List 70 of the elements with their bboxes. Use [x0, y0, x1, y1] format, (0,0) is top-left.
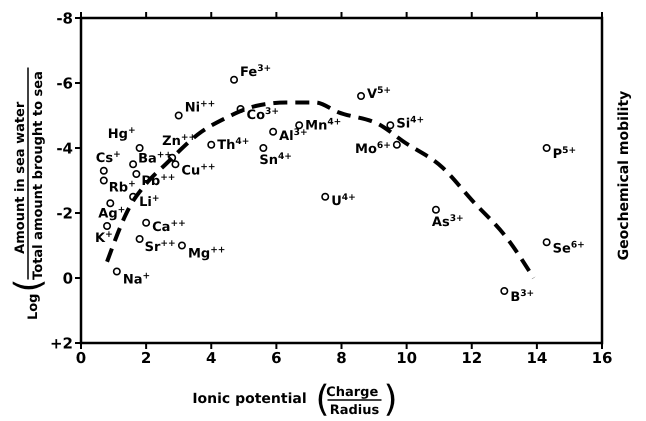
- y-tick-label: 0: [62, 269, 73, 288]
- data-label: As$^{3+}$: [432, 214, 464, 230]
- data-label: Th$^{4+}$: [217, 136, 250, 153]
- data-label: Sn$^{4+}$: [259, 152, 292, 168]
- data-label: U$^{4+}$: [331, 192, 356, 209]
- data-label: Mg$^{++}$: [188, 246, 226, 262]
- y-tick-label: -4: [56, 139, 73, 158]
- point: [542, 238, 551, 246]
- x-tick-label: 14: [526, 349, 548, 367]
- point: [129, 160, 138, 168]
- data-label: Mo$^{6+}$: [355, 140, 391, 157]
- data-label: K$^{+}$: [95, 230, 113, 246]
- data-label: Li$^{+}$: [139, 194, 160, 210]
- x-tick-label: 4: [206, 349, 216, 367]
- point: [321, 192, 330, 201]
- data-label: Fe$^{3+}$: [240, 64, 272, 80]
- point: [136, 144, 144, 152]
- data-label: Se$^{6+}$: [552, 240, 585, 256]
- point: [136, 235, 144, 243]
- x-tick-label: 0: [76, 349, 86, 367]
- y-tick-label: +2: [50, 334, 73, 352]
- x-tick-label: 2: [140, 349, 152, 367]
- data-label: Sr$^{++}$: [144, 239, 176, 255]
- data-label: Co$^{3+}$: [246, 107, 279, 123]
- y2-axis-title: Geochemical mobility: [616, 90, 632, 260]
- point: [269, 128, 278, 136]
- point: [386, 121, 394, 130]
- point: [259, 144, 268, 152]
- point: [100, 176, 108, 184]
- point: [142, 218, 150, 227]
- point: [178, 242, 186, 250]
- point: [100, 166, 108, 175]
- data-label: Al$^{3+}$: [279, 128, 308, 144]
- point: [230, 76, 238, 84]
- data-label: Ba$^{++}$: [138, 150, 172, 166]
- point: [106, 199, 114, 208]
- x-tick-label: 6: [271, 349, 282, 367]
- data-label: Mn$^{4+}$: [305, 117, 342, 134]
- x-tick-label: 10: [396, 349, 418, 367]
- data-label: B$^{3+}$: [510, 289, 534, 305]
- x-tick-label: 16: [592, 349, 612, 367]
- point: [171, 160, 180, 168]
- x-tick-label: 8: [336, 349, 347, 367]
- data-label: Ag$^{+}$: [98, 205, 126, 222]
- point: [432, 206, 440, 214]
- data-label: Ca$^{++}$: [152, 218, 186, 235]
- point: [236, 105, 245, 113]
- point: [103, 222, 112, 230]
- y-tick-label: -8: [56, 9, 73, 28]
- data-label: Cs$^{+}$: [96, 150, 121, 166]
- data-label: Na$^{+}$: [122, 272, 150, 288]
- y-tick-label: -2: [56, 204, 73, 222]
- point: [500, 287, 508, 295]
- point: [132, 170, 140, 178]
- data-label: V$^{5+}$: [367, 86, 392, 102]
- point: [392, 140, 401, 149]
- y-tick-label: -6: [56, 74, 73, 92]
- x-tick-label: 12: [461, 349, 482, 367]
- point: [112, 268, 121, 276]
- data-label: Si$^{4+}$: [396, 115, 424, 132]
- point: [357, 92, 366, 100]
- point: [542, 144, 551, 152]
- data-label: Rb$^{+}$: [108, 180, 136, 196]
- y-axis-title: Log(Amount in sea water Total amount brought to sea: [8, 71, 49, 320]
- data-label: Cu$^{++}$: [181, 162, 216, 178]
- point: [207, 140, 216, 149]
- data-label: P$^{5+}$: [552, 146, 576, 162]
- data-label: Ni$^{++}$: [184, 100, 216, 116]
- data-label: Hg$^{+}$: [108, 126, 136, 142]
- point: [174, 112, 183, 120]
